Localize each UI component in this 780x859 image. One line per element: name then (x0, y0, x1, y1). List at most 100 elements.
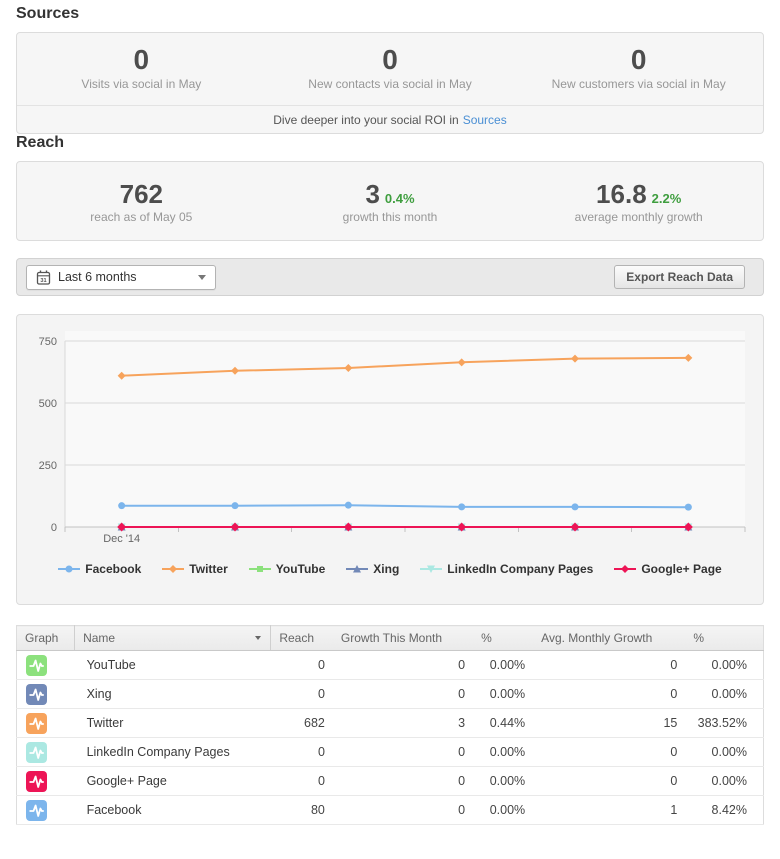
name-cell: LinkedIn Company Pages (74, 737, 271, 767)
date-range-dropdown[interactable]: 31 Last 6 months (26, 264, 216, 290)
column-header-name-sort[interactable]: Name (74, 625, 272, 651)
column-header-growth: Growth This Month (332, 625, 474, 651)
graph-cell (16, 737, 75, 767)
sources-link[interactable]: Sources (462, 112, 507, 127)
stat-customers-label: New customers via social in May (551, 77, 726, 91)
google-page-graph-toggle-icon[interactable] (26, 770, 47, 792)
legend-item-linkedin-company-pages[interactable]: LinkedIn Company Pages (420, 562, 593, 576)
linkedin-company-pages-series-marker-icon (420, 565, 443, 573)
column-header-reach: Reach (270, 625, 333, 651)
svg-text:0: 0 (51, 522, 57, 534)
stat-growth: 3 0.4% growth this month (266, 179, 515, 224)
legend-label: Facebook (85, 562, 142, 576)
growth-pct-cell: 0.00% (473, 650, 534, 680)
youtube-series-marker-icon (248, 566, 271, 572)
calendar-day-number: 31 (40, 278, 46, 284)
growth-cell: 0 (332, 679, 474, 709)
avg-growth-cell: 0 (533, 650, 686, 680)
reach-cell: 0 (270, 679, 333, 709)
chart-legend: Facebook Twitter YouTube Xing LinkedIn Compa… (17, 562, 763, 576)
legend-item-twitter[interactable]: Twitter (162, 562, 228, 576)
reach-table: Graph Name Reach Growth This Month % Avg… (16, 625, 764, 825)
sources-footer-text: Dive deeper into your social ROI in (273, 112, 459, 127)
growth-cell: 0 (332, 766, 474, 796)
stat-customers-value: 0 (630, 44, 647, 75)
stat-visits-value: 0 (133, 44, 150, 75)
stat-reach-label: reach as of May 05 (90, 209, 193, 224)
stat-reach: 762 reach as of May 05 (17, 179, 266, 224)
table-row-xing: Xing 0 0 0.00% 0 0.00% (16, 679, 764, 709)
legend-item-youtube[interactable]: YouTube (248, 562, 326, 576)
avg-growth-pct-cell: 0.00% (685, 679, 764, 709)
stat-visits: 0 Visits via social in May (17, 44, 266, 105)
date-range-label: Last 6 months (58, 270, 137, 284)
growth-pct-cell: 0.44% (473, 708, 534, 738)
stat-customers: 0 New customers via social in May (514, 44, 763, 105)
stat-growth-pct: 0.4% (384, 190, 415, 206)
name-cell: YouTube (74, 650, 271, 680)
stat-avg-growth-pct: 2.2% (651, 190, 682, 206)
legend-item-xing[interactable]: Xing (346, 562, 399, 576)
reach-panel: 762 reach as of May 05 3 0.4% growth thi… (16, 161, 764, 241)
name-cell: Google+ Page (74, 766, 271, 796)
reach-toolbar: 31 Last 6 months Export Reach Data (16, 258, 764, 296)
graph-cell (16, 679, 75, 709)
table-row-facebook: Facebook 80 0 0.00% 1 8.42% (16, 795, 764, 825)
growth-cell: 3 (332, 708, 474, 738)
caret-down-icon (198, 274, 206, 280)
reach-cell: 80 (270, 795, 333, 825)
growth-pct-cell: 0.00% (473, 679, 534, 709)
growth-cell: 0 (332, 795, 474, 825)
column-header-graph: Graph (16, 625, 75, 651)
youtube-graph-toggle-icon[interactable] (26, 654, 47, 676)
stat-reach-value: 762 (119, 178, 164, 209)
avg-growth-pct-cell: 0.00% (685, 650, 764, 680)
legend-item-facebook[interactable]: Facebook (58, 562, 141, 576)
reach-chart-panel: 750 500 250 0 Dec '14 Facebook Twitter YouTube… (16, 314, 764, 605)
legend-item-google-page[interactable]: Google+ Page (614, 562, 722, 576)
avg-growth-cell: 15 (533, 708, 686, 738)
legend-label: Twitter (189, 562, 228, 576)
facebook-series-marker-icon (58, 565, 81, 573)
reach-table-header: Graph Name Reach Growth This Month % Avg… (16, 625, 764, 651)
sources-stats: 0 Visits via social in May 0 New contact… (17, 33, 763, 105)
avg-growth-pct-cell: 0.00% (685, 766, 764, 796)
reach-line-chart: 750 500 250 0 Dec '14 (39, 331, 746, 545)
avg-growth-pct-cell: 383.52% (685, 708, 764, 738)
graph-cell (16, 766, 75, 796)
avg-growth-cell: 0 (533, 737, 686, 767)
avg-growth-pct-cell: 0.00% (685, 737, 764, 767)
name-cell: Twitter (74, 708, 271, 738)
column-header-growth-pct: % (473, 625, 534, 651)
google-page-series-marker-icon (614, 565, 637, 573)
stat-contacts: 0 New contacts via social in May (266, 44, 515, 105)
growth-cell: 0 (332, 650, 474, 680)
growth-pct-cell: 0.00% (473, 795, 534, 825)
stat-visits-label: Visits via social in May (81, 77, 202, 91)
stat-avg-growth: 16.8 2.2% average monthly growth (514, 179, 763, 224)
twitter-graph-toggle-icon[interactable] (26, 712, 47, 734)
avg-growth-pct-cell: 8.42% (685, 795, 764, 825)
legend-label: Google+ Page (641, 562, 722, 576)
sources-panel: 0 Visits via social in May 0 New contact… (16, 32, 764, 134)
avg-growth-cell: 1 (533, 795, 686, 825)
table-row-google-page: Google+ Page 0 0 0.00% 0 0.00% (16, 766, 764, 796)
name-cell: Facebook (74, 795, 271, 825)
xing-series-marker-icon (346, 565, 369, 573)
export-reach-data-button[interactable]: Export Reach Data (614, 265, 745, 289)
facebook-graph-toggle-icon[interactable] (26, 799, 47, 821)
xing-graph-toggle-icon[interactable] (26, 683, 47, 705)
linkedin-company-pages-graph-toggle-icon[interactable] (26, 741, 47, 763)
svg-text:500: 500 (39, 398, 57, 410)
reach-heading: Reach (16, 134, 65, 151)
calendar-icon: 31 (36, 270, 51, 285)
legend-label: YouTube (275, 562, 326, 576)
sources-heading: Sources (16, 5, 80, 22)
stat-growth-label: growth this month (342, 209, 438, 224)
table-row-twitter: Twitter 682 3 0.44% 15 383.52% (16, 708, 764, 738)
svg-text:Dec '14: Dec '14 (103, 533, 140, 545)
name-cell: Xing (74, 679, 271, 709)
stat-growth-value: 3 (365, 178, 380, 209)
table-row-linkedin-company-pages: LinkedIn Company Pages 0 0 0.00% 0 0.00% (16, 737, 764, 767)
reach-cell: 0 (270, 737, 333, 767)
